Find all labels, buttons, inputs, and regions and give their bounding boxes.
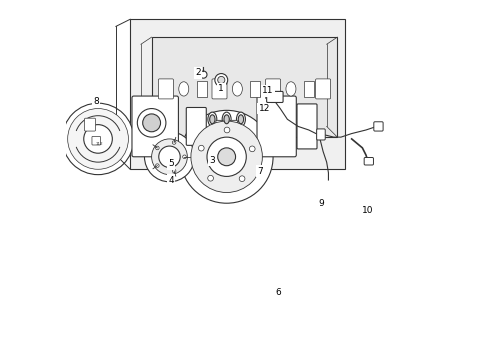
FancyBboxPatch shape [216,120,223,143]
FancyBboxPatch shape [130,19,344,169]
Circle shape [62,103,134,175]
Text: 8: 8 [93,97,99,106]
Circle shape [214,73,227,86]
FancyBboxPatch shape [196,81,206,97]
Ellipse shape [179,82,188,96]
Ellipse shape [224,115,229,124]
Circle shape [239,176,244,181]
Text: 6: 6 [275,288,281,297]
Circle shape [217,148,235,166]
Circle shape [67,109,128,169]
Ellipse shape [232,82,242,96]
FancyBboxPatch shape [151,37,337,137]
Ellipse shape [285,82,295,96]
FancyBboxPatch shape [316,129,325,140]
FancyBboxPatch shape [158,79,173,99]
Circle shape [155,164,159,167]
Circle shape [155,146,159,150]
Circle shape [207,175,213,181]
Text: 112: 112 [96,142,103,146]
Text: 3: 3 [209,156,215,165]
Ellipse shape [207,112,216,126]
Circle shape [172,141,176,144]
Circle shape [224,127,229,133]
FancyBboxPatch shape [230,120,237,143]
FancyBboxPatch shape [265,79,280,99]
FancyBboxPatch shape [373,122,382,131]
Circle shape [144,132,194,182]
FancyBboxPatch shape [296,104,316,149]
FancyBboxPatch shape [132,96,178,157]
Circle shape [198,145,203,151]
Circle shape [217,76,224,84]
Text: 5: 5 [168,159,174,168]
Circle shape [200,71,206,78]
Ellipse shape [209,115,215,124]
Circle shape [142,114,160,132]
FancyBboxPatch shape [364,157,373,165]
FancyBboxPatch shape [212,79,226,99]
Circle shape [159,146,180,167]
Circle shape [172,169,176,173]
Ellipse shape [236,112,245,126]
Ellipse shape [222,112,231,126]
Circle shape [249,146,255,152]
Circle shape [83,125,112,153]
FancyBboxPatch shape [303,81,313,97]
FancyBboxPatch shape [186,108,206,145]
Text: 7: 7 [257,167,263,176]
Text: 4: 4 [168,176,174,185]
Text: 11: 11 [262,86,273,95]
Ellipse shape [238,115,243,124]
FancyBboxPatch shape [315,79,330,99]
Circle shape [151,139,187,175]
Circle shape [183,155,186,158]
Text: 2: 2 [195,68,201,77]
Circle shape [137,109,165,137]
FancyBboxPatch shape [266,91,283,103]
Circle shape [190,121,262,193]
FancyBboxPatch shape [250,81,260,97]
Text: 10: 10 [361,206,373,215]
Text: 1: 1 [218,84,224,93]
FancyBboxPatch shape [257,96,296,157]
Circle shape [206,137,246,176]
FancyBboxPatch shape [84,118,95,131]
FancyBboxPatch shape [92,136,101,145]
Circle shape [180,111,272,203]
Text: 9: 9 [318,199,324,208]
Text: 12: 12 [258,104,269,113]
